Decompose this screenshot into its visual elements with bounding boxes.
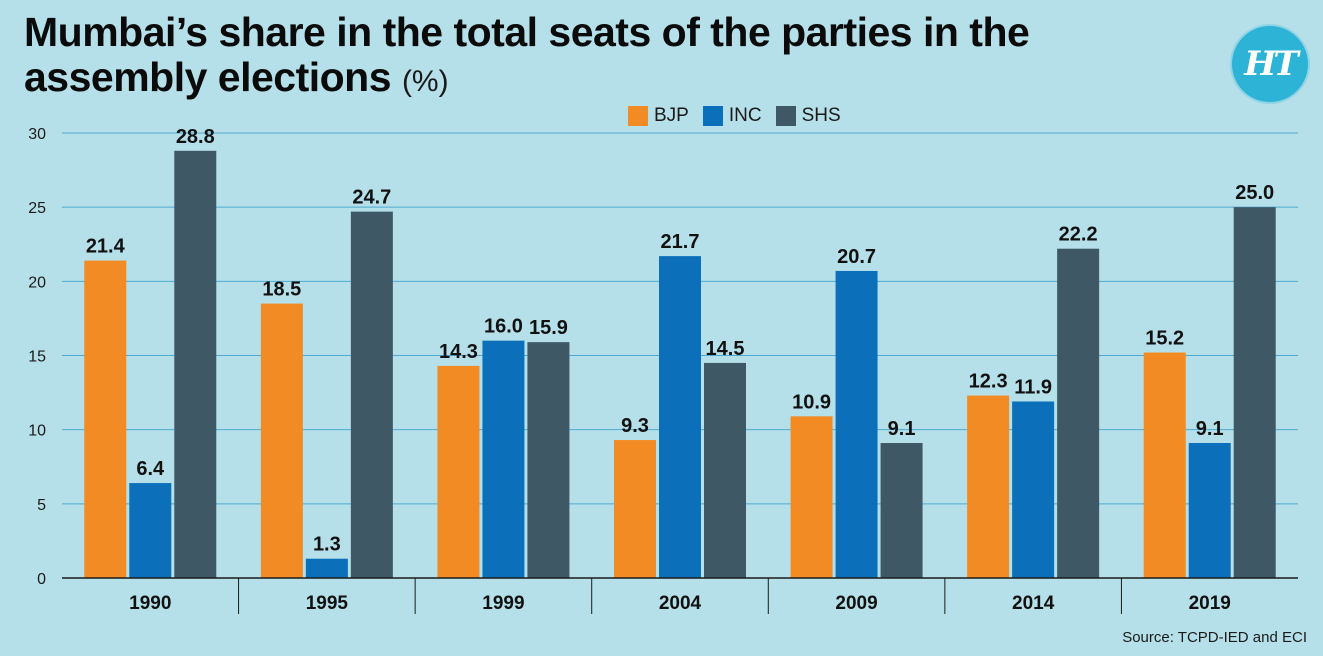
- bar-shs-1990: [174, 150, 217, 579]
- source-note: Source: TCPD-IED and ECI: [1122, 629, 1307, 646]
- data-label-bjp-2014: 12.3: [969, 371, 1008, 393]
- bar-shs-1995: [350, 211, 393, 578]
- legend-label-shs: SHS: [801, 105, 841, 126]
- bar-bjp-2014: [967, 395, 1010, 578]
- bar-shs-2009: [880, 443, 923, 578]
- legend-swatch-inc: [702, 106, 723, 126]
- data-label-shs-2019: 25.0: [1235, 182, 1274, 204]
- chart-legend: BJP INC SHS: [628, 104, 855, 128]
- legend-item-inc: INC: [702, 105, 762, 127]
- bar-inc-2019: [1188, 443, 1231, 578]
- data-label-shs-1990: 28.8: [176, 126, 215, 148]
- legend-item-shs: SHS: [775, 105, 841, 127]
- y-tick-label: 25: [28, 200, 46, 217]
- legend-swatch-shs: [775, 106, 796, 126]
- bar-inc-2009: [835, 270, 878, 578]
- bar-shs-1999: [527, 342, 570, 578]
- bar-bjp-1995: [260, 303, 303, 578]
- legend-label-inc: INC: [728, 105, 762, 126]
- bar-inc-1999: [482, 340, 525, 578]
- y-tick-label: 15: [28, 349, 46, 366]
- data-label-bjp-2004: 9.3: [621, 415, 649, 437]
- y-tick-label: 30: [28, 126, 46, 143]
- data-label-shs-1999: 15.9: [529, 317, 568, 339]
- data-label-bjp-1995: 18.5: [262, 279, 301, 301]
- data-label-inc-2014: 11.9: [1014, 376, 1052, 398]
- data-label-bjp-1990: 21.4: [86, 236, 126, 258]
- x-tick-label: 1999: [482, 593, 524, 614]
- data-label-shs-2009: 9.1: [888, 418, 916, 440]
- bar-inc-2004: [659, 256, 701, 578]
- y-tick-label: 5: [37, 497, 46, 514]
- chart-title-text: Mumbai’s share in the total seats of the…: [24, 9, 1030, 100]
- data-label-inc-2009: 20.7: [837, 246, 876, 268]
- data-label-bjp-2019: 15.2: [1145, 328, 1184, 350]
- bar-inc-1990: [129, 483, 172, 578]
- bar-bjp-2004: [614, 440, 656, 578]
- x-tick-label: 1995: [306, 593, 349, 614]
- bar-shs-2004: [704, 362, 746, 578]
- legend-label-bjp: BJP: [654, 105, 689, 126]
- legend-item-bjp: BJP: [628, 105, 689, 127]
- y-tick-label: 20: [28, 274, 46, 291]
- bar-bjp-2019: [1143, 352, 1186, 578]
- data-label-shs-1995: 24.7: [352, 187, 391, 209]
- data-label-shs-2014: 22.2: [1059, 224, 1098, 246]
- bar-inc-1995: [305, 558, 348, 578]
- bar-bjp-1990: [84, 260, 127, 578]
- ht-logo: HT: [1232, 26, 1308, 102]
- data-label-inc-2004: 21.7: [661, 231, 700, 253]
- x-tick-label: 2014: [1012, 593, 1055, 614]
- x-tick-label: 2009: [835, 593, 877, 614]
- data-label-bjp-2009: 10.9: [792, 391, 831, 413]
- data-label-bjp-1999: 14.3: [439, 341, 478, 363]
- ht-logo-text: HT: [1244, 44, 1298, 84]
- bar-bjp-2009: [790, 416, 833, 578]
- chart-title-unit: (%): [401, 65, 449, 98]
- data-label-inc-1999: 16.0: [484, 316, 523, 338]
- bar-shs-2014: [1057, 248, 1100, 578]
- data-label-shs-2004: 14.5: [706, 338, 745, 360]
- data-label-inc-2019: 9.1: [1196, 418, 1224, 440]
- y-tick-label: 0: [37, 571, 46, 588]
- bar-bjp-1999: [437, 365, 480, 578]
- legend-swatch-bjp: [628, 106, 648, 126]
- x-tick-label: 2004: [659, 593, 702, 614]
- chart-title: Mumbai’s share in the total seats of the…: [24, 10, 1174, 104]
- bar-inc-2014: [1012, 401, 1055, 578]
- bar-shs-2019: [1233, 207, 1276, 578]
- data-label-inc-1995: 1.3: [313, 534, 341, 556]
- data-label-inc-1990: 6.4: [136, 458, 165, 480]
- x-tick-label: 2019: [1189, 593, 1231, 614]
- x-tick-label: 1990: [129, 593, 171, 614]
- y-tick-label: 10: [28, 423, 46, 440]
